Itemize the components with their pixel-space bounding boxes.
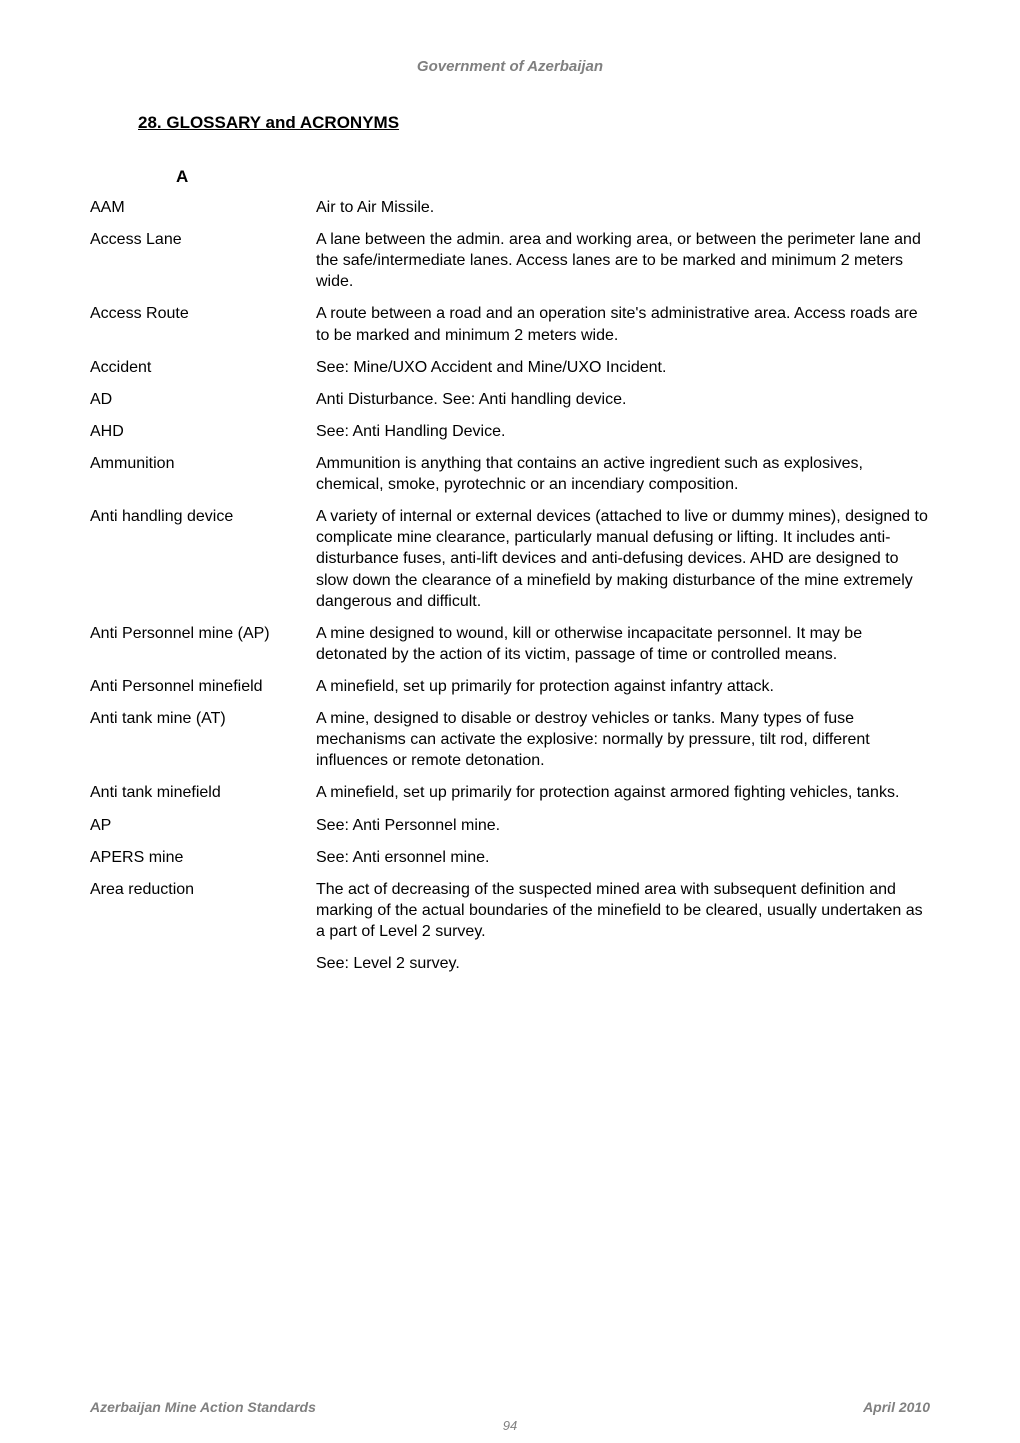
glossary-term: AD	[90, 389, 308, 410]
glossary-definition: A mine, designed to disable or destroy v…	[316, 708, 930, 771]
glossary-term: Ammunition	[90, 453, 308, 495]
definition-text: Air to Air Missile.	[316, 197, 930, 218]
letter-heading: A	[176, 167, 930, 187]
glossary-term: Anti Personnel minefield	[90, 676, 308, 697]
definition-text: A mine designed to wound, kill or otherw…	[316, 623, 930, 665]
glossary-term: Anti tank minefield	[90, 782, 308, 803]
definition-text: A minefield, set up primarily for protec…	[316, 676, 930, 697]
page-footer: Azerbaijan Mine Action Standards April 2…	[0, 1399, 1020, 1415]
glossary-definition: See: Anti Handling Device.	[316, 421, 930, 442]
definition-text: See: Anti Handling Device.	[316, 421, 930, 442]
definition-text: See: Anti ersonnel mine.	[316, 847, 930, 868]
footer-left: Azerbaijan Mine Action Standards	[90, 1399, 316, 1415]
glossary-term: Anti handling device	[90, 506, 308, 612]
glossary-term: Area reduction	[90, 879, 308, 974]
definition-text: A mine, designed to disable or destroy v…	[316, 708, 930, 771]
glossary-definition: See: Anti Personnel mine.	[316, 815, 930, 836]
glossary-term: AAM	[90, 197, 308, 218]
glossary-table: AAM Air to Air Missile. Access Lane A la…	[90, 197, 930, 974]
definition-text: A route between a road and an operation …	[316, 303, 930, 345]
glossary-term: AP	[90, 815, 308, 836]
footer-right: April 2010	[863, 1399, 930, 1415]
definition-text: Anti Disturbance. See: Anti handling dev…	[316, 389, 930, 410]
glossary-term: Anti Personnel mine (AP)	[90, 623, 308, 665]
glossary-definition: A minefield, set up primarily for protec…	[316, 676, 930, 697]
glossary-definition: A lane between the admin. area and worki…	[316, 229, 930, 292]
glossary-term: Accident	[90, 357, 308, 378]
glossary-definition: Anti Disturbance. See: Anti handling dev…	[316, 389, 930, 410]
glossary-definition: Ammunition is anything that contains an …	[316, 453, 930, 495]
definition-text: See: Mine/UXO Accident and Mine/UXO Inci…	[316, 357, 930, 378]
definition-text: See: Anti Personnel mine.	[316, 815, 930, 836]
page-number: 94	[0, 1418, 1020, 1433]
glossary-definition: A minefield, set up primarily for protec…	[316, 782, 930, 803]
running-header: Government of Azerbaijan	[90, 58, 930, 75]
glossary-term: Access Lane	[90, 229, 308, 292]
definition-text: A minefield, set up primarily for protec…	[316, 782, 930, 803]
glossary-term: APERS mine	[90, 847, 308, 868]
definition-text: See: Level 2 survey.	[316, 953, 930, 974]
glossary-definition: See: Anti ersonnel mine.	[316, 847, 930, 868]
glossary-term: Access Route	[90, 303, 308, 345]
definition-text: Ammunition is anything that contains an …	[316, 453, 930, 495]
definition-text: The act of decreasing of the suspected m…	[316, 879, 930, 942]
definition-text: A variety of internal or external device…	[316, 506, 930, 612]
glossary-definition: See: Mine/UXO Accident and Mine/UXO Inci…	[316, 357, 930, 378]
glossary-definition: A variety of internal or external device…	[316, 506, 930, 612]
glossary-definition: The act of decreasing of the suspected m…	[316, 879, 930, 974]
glossary-definition: Air to Air Missile.	[316, 197, 930, 218]
definition-text: A lane between the admin. area and worki…	[316, 229, 930, 292]
glossary-term: AHD	[90, 421, 308, 442]
glossary-term: Anti tank mine (AT)	[90, 708, 308, 771]
glossary-definition: A mine designed to wound, kill or otherw…	[316, 623, 930, 665]
glossary-definition: A route between a road and an operation …	[316, 303, 930, 345]
section-title: 28. GLOSSARY and ACRONYMS	[138, 113, 930, 133]
